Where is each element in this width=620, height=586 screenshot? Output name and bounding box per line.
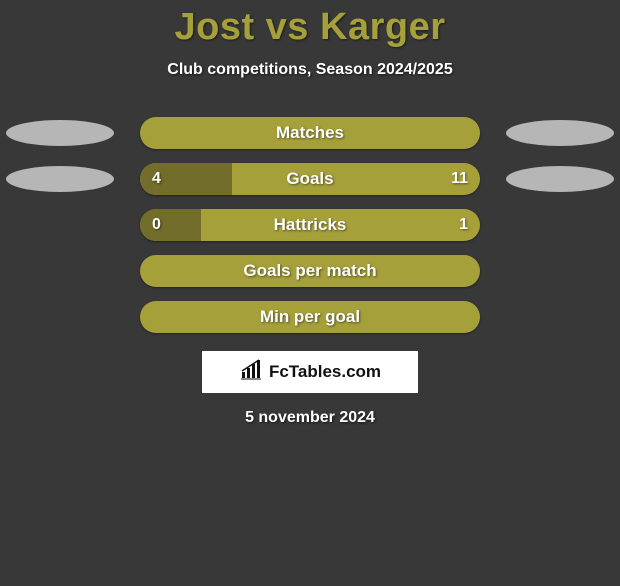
player-ellipse-left xyxy=(6,120,114,146)
stat-row: Goals per match xyxy=(0,255,620,287)
bar-label: Goals xyxy=(140,163,480,195)
player-ellipse-right xyxy=(506,166,614,192)
bar-label: Matches xyxy=(140,117,480,149)
bar-value-right: 11 xyxy=(439,163,480,195)
bar-label: Min per goal xyxy=(140,301,480,333)
page-title: Jost vs Karger xyxy=(0,6,620,49)
stat-bar-min-per-goal: Min per goal xyxy=(140,301,480,333)
player-ellipse-right xyxy=(506,120,614,146)
stat-rows: Matches 4 Goals 11 0 Hattricks 1 xyxy=(0,117,620,333)
stat-bar-goals-per-match: Goals per match xyxy=(140,255,480,287)
bar-value-right xyxy=(456,255,480,287)
stat-bar-goals: 4 Goals 11 xyxy=(140,163,480,195)
bar-value-right xyxy=(456,301,480,333)
bar-chart-icon xyxy=(239,358,263,387)
brand-text: FcTables.com xyxy=(269,362,381,382)
date-label: 5 november 2024 xyxy=(0,409,620,427)
stat-bar-hattricks: 0 Hattricks 1 xyxy=(140,209,480,241)
page-subtitle: Club competitions, Season 2024/2025 xyxy=(0,61,620,79)
bar-value-right xyxy=(456,117,480,149)
brand-badge: FcTables.com xyxy=(202,351,418,393)
stat-row: 4 Goals 11 xyxy=(0,163,620,195)
bar-value-right: 1 xyxy=(447,209,480,241)
stat-row: Matches xyxy=(0,117,620,149)
stat-bar-matches: Matches xyxy=(140,117,480,149)
bar-label: Hattricks xyxy=(140,209,480,241)
player-ellipse-left xyxy=(6,166,114,192)
stat-row: 0 Hattricks 1 xyxy=(0,209,620,241)
stat-row: Min per goal xyxy=(0,301,620,333)
bar-label: Goals per match xyxy=(140,255,480,287)
